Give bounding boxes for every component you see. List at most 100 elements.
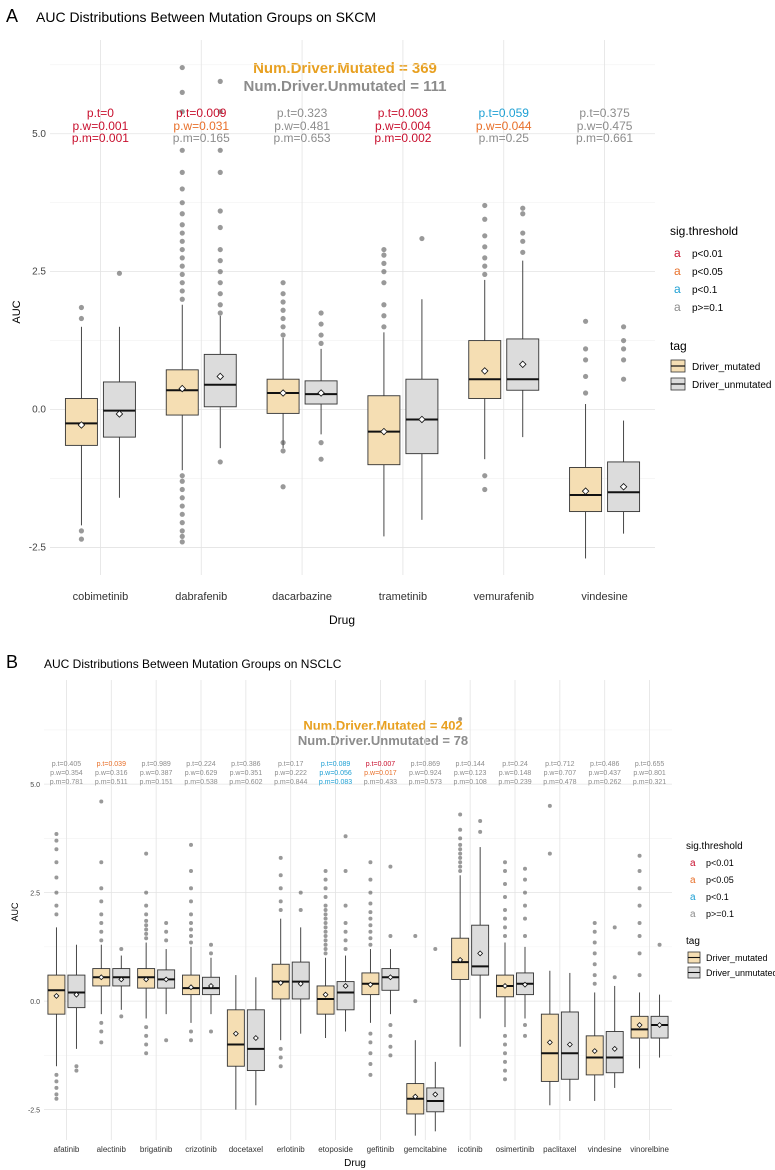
outlier-point [217, 280, 223, 286]
panel-a-plot: -2.50.02.55.0cobimetinibp.t=0p.w=0.001p.… [29, 40, 655, 603]
outlier-point [381, 269, 387, 275]
legend-sig-item: a p>=0.1 [690, 909, 734, 920]
outlier-point [280, 448, 286, 454]
box-iqr [506, 338, 540, 391]
outlier-point [582, 346, 589, 352]
box-unmutated [605, 925, 624, 1088]
box-mutated [316, 868, 335, 1039]
pvalue-w: p.w=0.004 [375, 119, 431, 133]
outlier-point [278, 886, 283, 891]
outlier-point [343, 938, 348, 943]
mean-marker [297, 980, 304, 987]
outlier-point [323, 921, 328, 926]
box-unmutated [471, 819, 490, 1019]
outlier-point [280, 307, 286, 313]
outlier-point [189, 868, 193, 873]
outlier-point [217, 459, 223, 465]
outlier-point [179, 246, 185, 253]
box-mutated [367, 246, 401, 537]
outlier-point [280, 280, 286, 286]
pvalue-m: p.m=0.001 [72, 131, 129, 145]
outlier-point [381, 313, 387, 319]
box-iqr [226, 1009, 245, 1067]
outlier-point [144, 1025, 149, 1030]
box-unmutated [102, 270, 136, 498]
outlier-point [189, 912, 193, 917]
outlier-point [343, 921, 348, 926]
box-unmutated [516, 866, 534, 1038]
outlier-point [189, 940, 193, 945]
outlier-point [381, 260, 387, 266]
pvalue-m: p.m=0.002 [374, 131, 431, 145]
outlier-point [54, 1092, 59, 1097]
outlier-point [144, 1033, 149, 1038]
outlier-point [582, 390, 589, 396]
box-iqr [540, 1013, 559, 1082]
legend-sig-label: p>=0.1 [692, 303, 724, 314]
outlier-point [547, 803, 552, 808]
box-mutated [585, 921, 604, 1101]
outlier-point [637, 921, 642, 926]
outlier-point [520, 205, 526, 211]
pvalue-w: p.w=0.001 [73, 119, 129, 133]
y-tick-label: 0.0 [30, 999, 40, 1006]
panel-b-ylabel: AUC [10, 902, 20, 922]
mean-marker [656, 1022, 663, 1028]
mean-marker [367, 981, 374, 988]
box-mutated [630, 853, 649, 1069]
mean-marker [188, 984, 194, 991]
outlier-point [637, 903, 642, 908]
outlier-point [298, 890, 303, 895]
outlier-point [592, 929, 597, 934]
box-mutated [47, 832, 66, 1101]
outlier-point [278, 1046, 283, 1051]
legend-sig-item: a p<0.01 [690, 858, 734, 869]
outlier-point [368, 929, 373, 934]
outlier-point [381, 324, 387, 330]
outlier-point [209, 951, 213, 956]
x-tick-label: osimertinib [496, 1145, 535, 1154]
outlier-point [381, 252, 387, 258]
legend-sig-item: a p<0.1 [674, 282, 718, 296]
pvalue-t: p.t=0.144 [455, 761, 484, 768]
panel-b-title: AUC Distributions Between Mutation Group… [44, 657, 342, 671]
mean-marker [208, 982, 214, 989]
outlier-point [54, 912, 59, 917]
box-unmutated [203, 78, 237, 465]
pvalue-t: p.t=0.405 [52, 761, 81, 768]
panel-b-label: B [6, 652, 18, 672]
panel-b: B AUC Distributions Between Mutation Gro… [6, 652, 775, 1169]
pvalue-w: p.w=0.629 [185, 770, 218, 777]
y-tick-label: 0.0 [32, 405, 46, 416]
x-tick-label: etoposide [318, 1145, 353, 1154]
outlier-point [318, 440, 324, 446]
pvalue-m: p.m=0.573 [409, 779, 442, 786]
box-mutated [182, 842, 200, 1043]
outlier-point [144, 1042, 149, 1047]
outlier-point [388, 1033, 393, 1038]
x-tick-label: vindesine [581, 591, 627, 603]
outlier-point [179, 280, 185, 286]
panel-a-legend-tag-title: tag [670, 339, 687, 353]
y-tick-label: 2.5 [32, 267, 46, 278]
legend-sig-glyph: a [674, 264, 681, 278]
outlier-point [637, 934, 642, 939]
outlier-point [523, 1023, 527, 1027]
outlier-point [458, 851, 463, 856]
outlier-point [482, 216, 488, 222]
outlier-point [503, 1051, 507, 1056]
panel-a-legend: sig.threshold a p<0.01 a p<0.05 a p<0.1 … [670, 224, 771, 391]
outlier-point [179, 520, 185, 526]
outlier-point [164, 921, 169, 926]
mean-marker [178, 384, 187, 393]
legend-tag-item: Driver_mutated [670, 359, 760, 373]
legend-tag-item: Driver_unmutated [687, 966, 775, 979]
outlier-point [458, 847, 463, 852]
outlier-point [179, 222, 185, 228]
outlier-point [381, 246, 387, 253]
mean-marker [322, 991, 329, 998]
box-iqr [67, 974, 86, 1009]
pvalue-t: p.t=0.486 [590, 761, 619, 768]
outlier-point [179, 271, 185, 278]
outlier-point [620, 357, 627, 363]
